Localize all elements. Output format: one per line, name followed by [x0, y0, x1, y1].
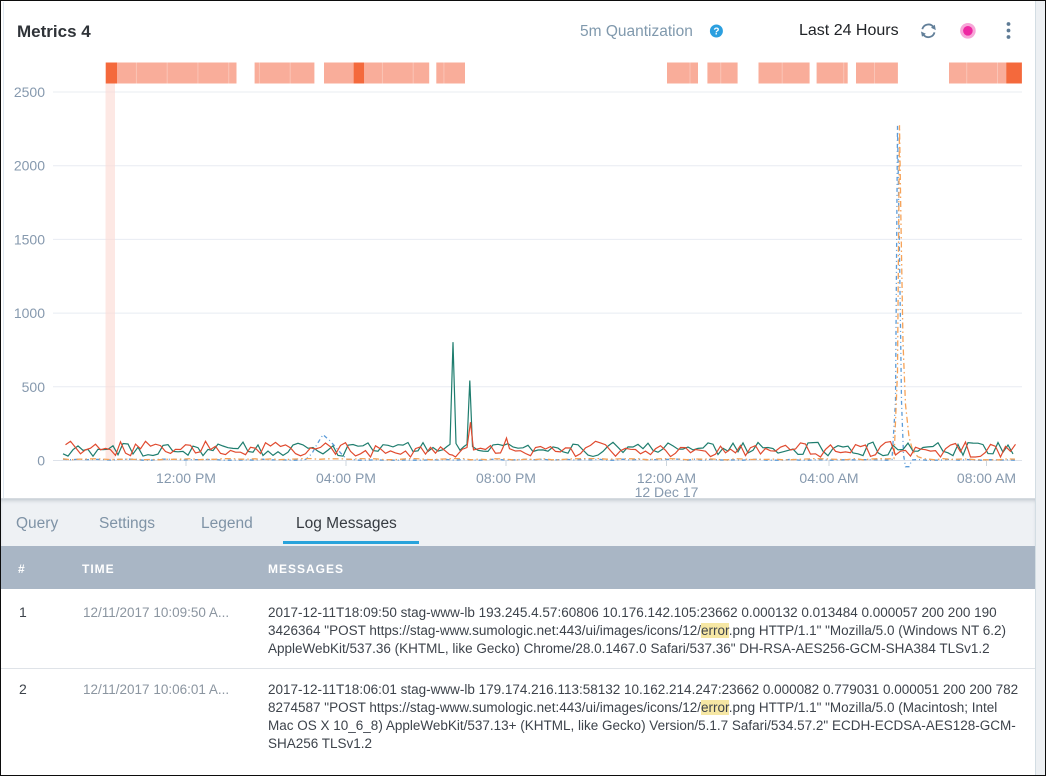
svg-text:08:00 AM: 08:00 AM [957, 470, 1016, 486]
svg-text:500: 500 [22, 379, 46, 395]
svg-text:1000: 1000 [14, 305, 45, 321]
svg-text:04:00 PM: 04:00 PM [316, 470, 376, 486]
svg-text:12 Dec 17: 12 Dec 17 [635, 484, 699, 498]
svg-text:04:00 AM: 04:00 AM [799, 470, 858, 486]
svg-text:08:00 PM: 08:00 PM [476, 470, 536, 486]
svg-text:12:00 PM: 12:00 PM [156, 470, 216, 486]
svg-text:?: ? [713, 27, 719, 38]
svg-text:2500: 2500 [14, 84, 45, 100]
svg-text:12:00 AM: 12:00 AM [637, 470, 696, 486]
svg-text:0: 0 [37, 453, 45, 469]
svg-text:1500: 1500 [14, 231, 45, 247]
svg-text:2000: 2000 [14, 158, 45, 174]
